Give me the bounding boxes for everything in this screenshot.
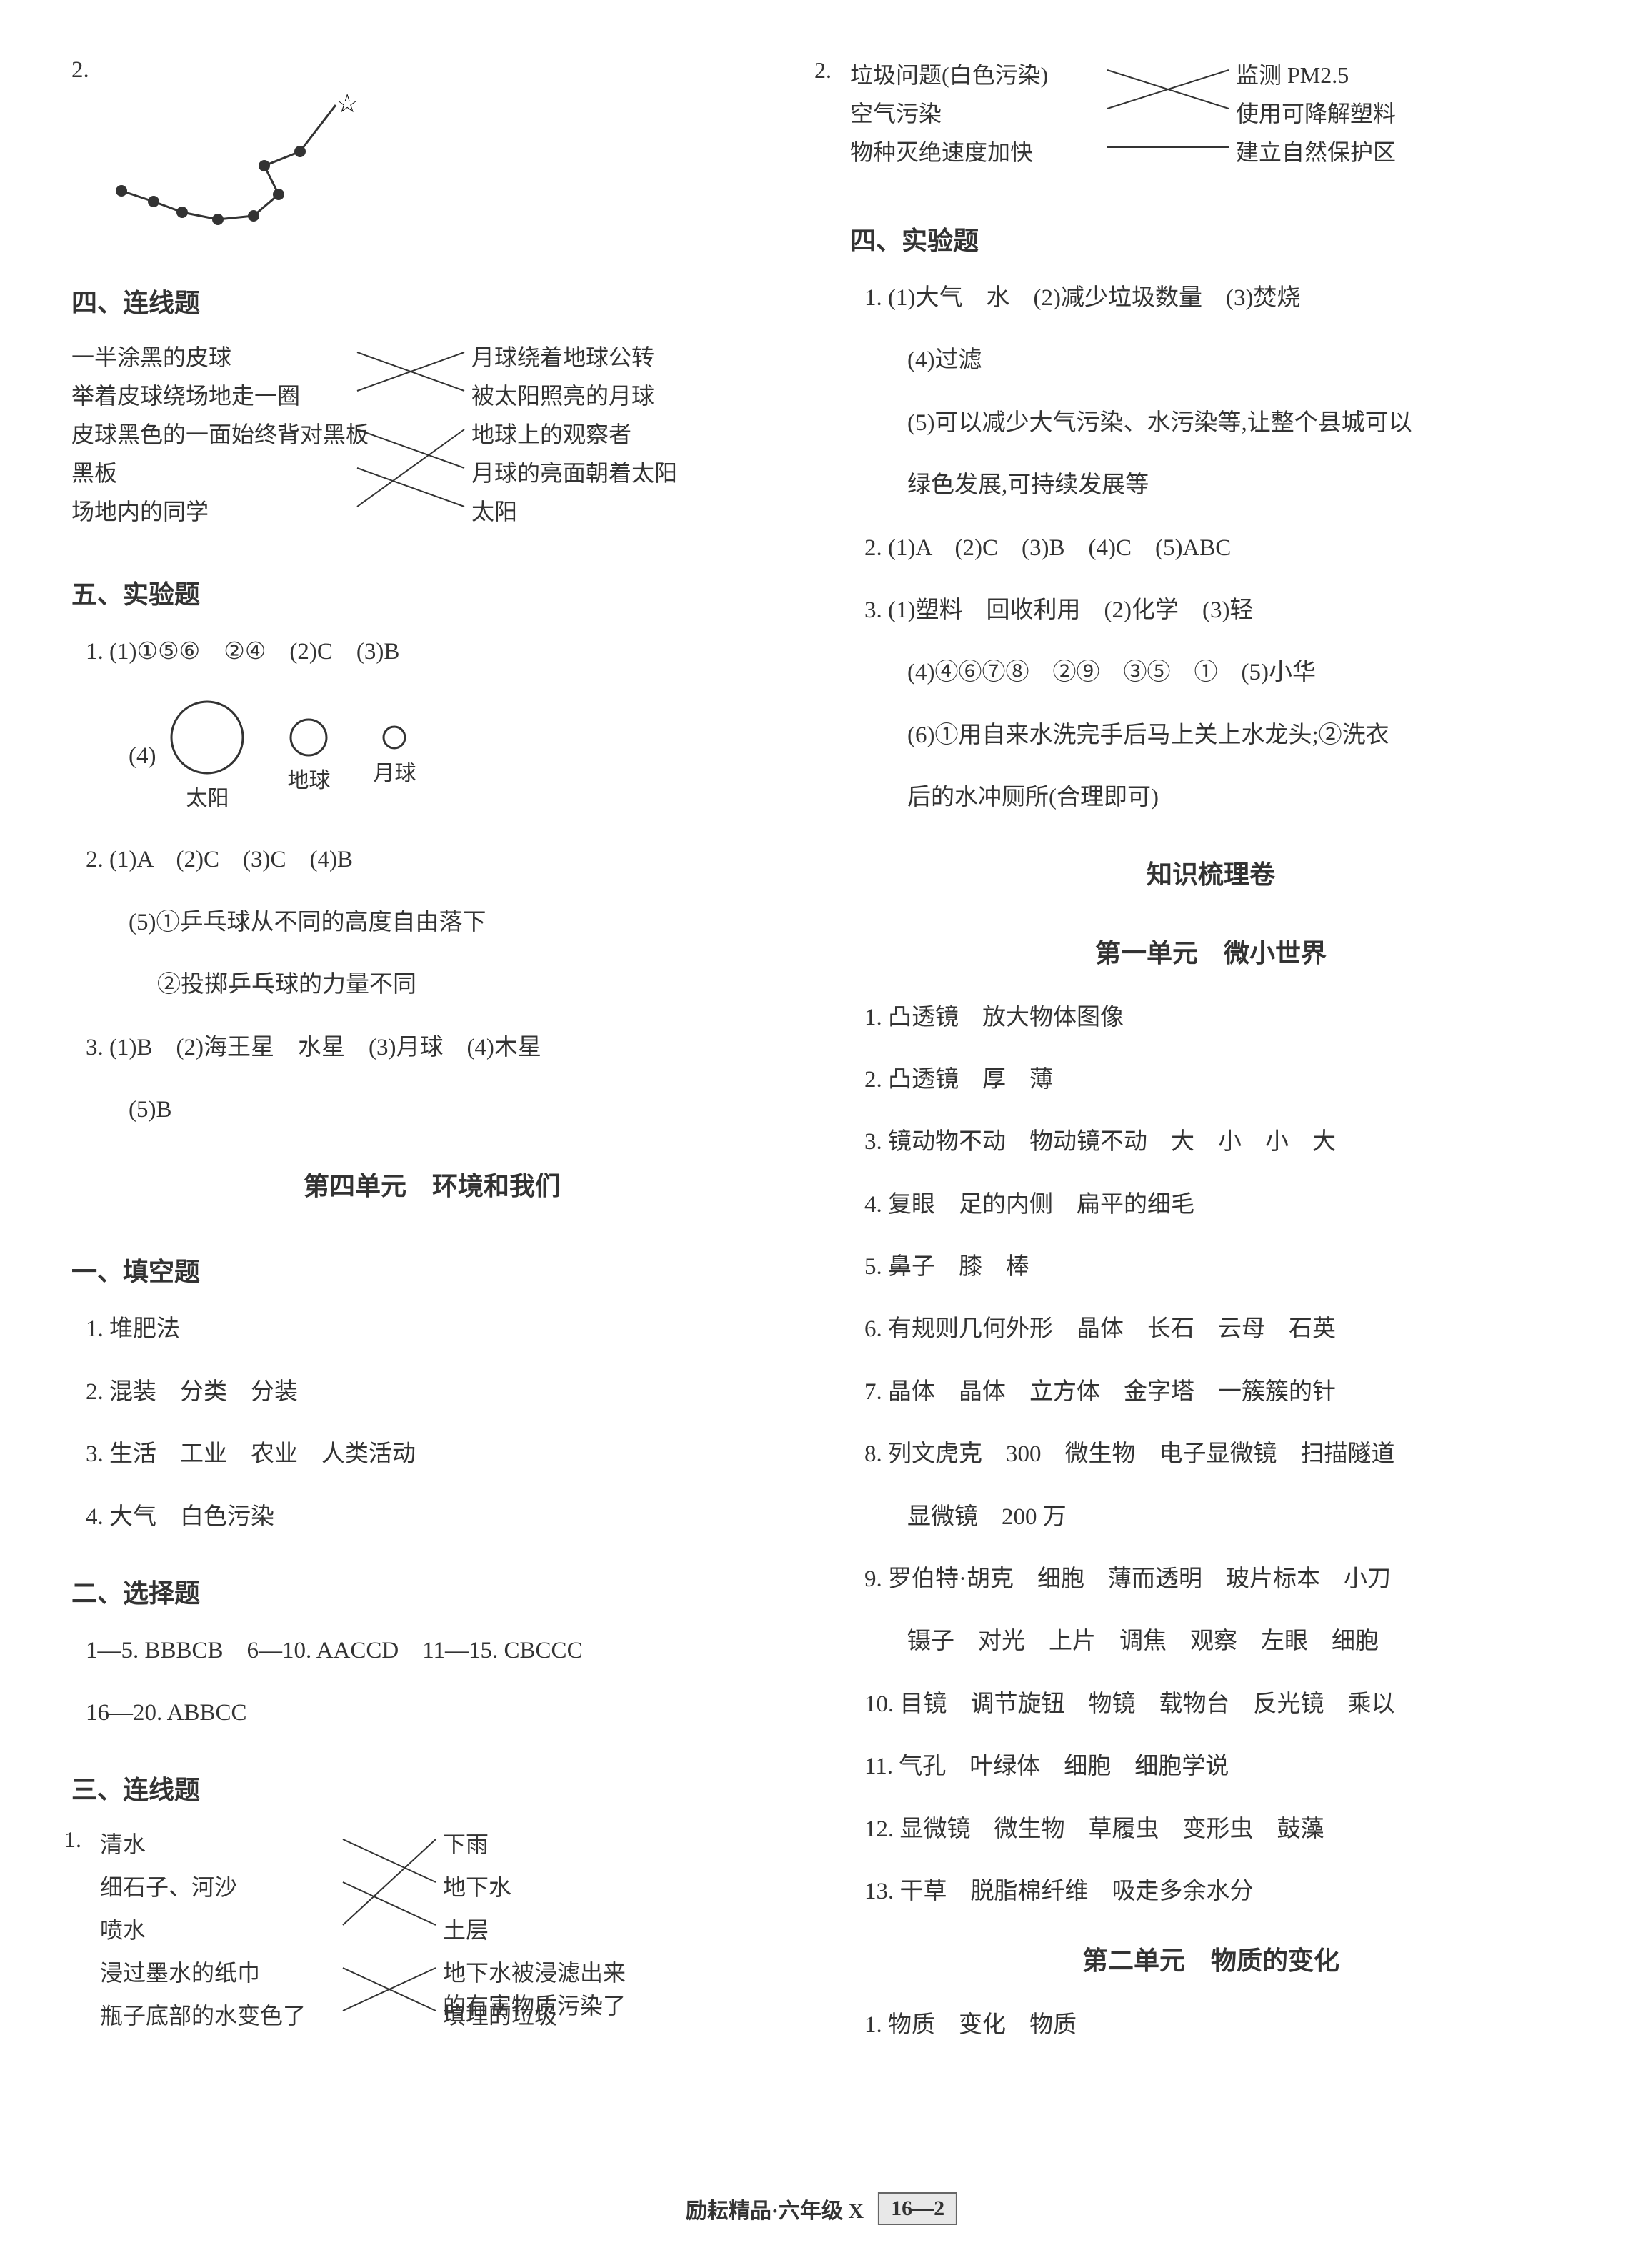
s5-q1: 1. (1)①⑤⑥ ②④ (2)C (3)B	[71, 631, 793, 673]
u1-5: 5. 鼻子 膝 棒	[850, 1246, 1572, 1288]
section5-header: 五、实验题	[71, 574, 793, 611]
u1-8a: 8. 列文虎克 300 微生物 电子显微镜 扫描隧道	[850, 1433, 1572, 1476]
s5-q1-4: (4)	[71, 735, 156, 777]
star-diagram: ☆	[100, 91, 386, 248]
r-s4-3a: 3. (1)塑料 回收利用 (2)化学 (3)轻	[850, 590, 1572, 632]
unit1-title: 第一单元 微小世界	[850, 932, 1572, 970]
circle-label: 月球	[373, 755, 416, 787]
s5-q2-5b: ②投掷乒乓球的力量不同	[71, 964, 793, 1006]
left-column: 2. ☆ 四、连线题 一半涂黑的皮球举着皮球绕场地走一圈皮球黑色的一面始终背对黑…	[71, 57, 793, 2211]
match-left-item: 喷水	[100, 1912, 146, 1945]
u1-2: 2. 凸透镜 厚 薄	[850, 1059, 1572, 1101]
s5-q2-5a: (5)①乒乓球从不同的高度自由落下	[71, 902, 793, 944]
match-right-item: 填埋的垃圾	[443, 1998, 557, 2031]
u4-s2-1: 1—5. BBBCB 6—10. AACCD 11—15. CBCCC	[71, 1630, 793, 1672]
r-s4-1d: 绿色发展,可持续发展等	[850, 464, 1572, 507]
u1-10: 10. 目镜 调节旋钮 物镜 载物台 反光镜 乘以	[850, 1683, 1572, 1726]
r-s4-1a: 1. (1)大气 水 (2)减少垃圾数量 (3)焚烧	[850, 277, 1572, 319]
s5-q3-5: (5)B	[71, 1089, 793, 1131]
footer-page-box: 16—2	[878, 2192, 957, 2225]
r-s4-header: 四、实验题	[850, 220, 1572, 257]
page-footer: 励耘精品·六年级 X 16—2	[686, 2192, 957, 2225]
match-left-item: 瓶子底部的水变色了	[100, 1998, 306, 2031]
match-right-item: 土层	[443, 1912, 489, 1945]
right-column: 2.垃圾问题(白色污染)空气污染物种灭绝速度加快监测 PM2.5使用可降解塑料建…	[850, 57, 1572, 2211]
match-right-item: 月球绕着地球公转	[471, 339, 654, 372]
u1-12: 12. 显微镜 微生物 草履虫 变形虫 鼓藻	[850, 1809, 1572, 1851]
section4-header: 四、连线题	[71, 282, 793, 319]
matching-diagram-2: 1.清水细石子、河沙喷水浸过墨水的纸巾瓶子底部的水变色了下雨地下水土层地下水被浸…	[100, 1826, 793, 2069]
u1-9b: 镊子 对光 上片 调焦 观察 左眼 细胞	[850, 1621, 1572, 1663]
match-left-item: 空气污染	[850, 96, 942, 129]
u1-9a: 9. 罗伯特·胡克 细胞 薄而透明 玻片标本 小刀	[850, 1558, 1572, 1601]
match-left-item: 黑板	[71, 455, 117, 488]
u4-s2-header: 二、选择题	[71, 1573, 793, 1610]
match-left-item: 举着皮球绕场地走一圈	[71, 378, 300, 411]
u1-7: 7. 晶体 晶体 立方体 金字塔 一簇簇的针	[850, 1371, 1572, 1413]
match-left-item: 皮球黑色的一面始终背对黑板	[71, 417, 369, 449]
unit4-title: 第四单元 环境和我们	[71, 1165, 793, 1203]
r-s4-1c: (5)可以减少大气污染、水污染等,让整个县城可以	[850, 402, 1572, 444]
circle-label: 地球	[287, 762, 330, 794]
u4-s2-2: 16—20. ABBCC	[71, 1692, 793, 1734]
q2-container: 2. ☆	[71, 57, 793, 248]
r-s4-3b: (4)④⑥⑦⑧ ②⑨ ③⑤ ① (5)小华	[850, 652, 1572, 694]
r-s4-3c: (6)①用自来水洗完手后马上关上水龙头;②洗衣	[850, 715, 1572, 757]
footer-text1: 励耘精品·六年级 X	[686, 2193, 864, 2224]
circles-row: 太阳 地球 月球	[156, 700, 416, 812]
match-right-item: 地下水	[443, 1869, 511, 1902]
match-right-item: 建立自然保护区	[1236, 134, 1396, 167]
u1-11: 11. 气孔 叶绿体 细胞 细胞学说	[850, 1746, 1572, 1788]
u1-1: 1. 凸透镜 放大物体图像	[850, 997, 1572, 1039]
circle-label: 太阳	[186, 780, 229, 812]
match-left-item: 场地内的同学	[71, 494, 209, 527]
match-right-item: 太阳	[471, 494, 517, 527]
u4-s3-header: 三、连线题	[71, 1769, 793, 1806]
r-s4-1b: (4)过滤	[850, 339, 1572, 382]
u4-s1-4: 4. 大气 白色污染	[71, 1496, 793, 1538]
u1-8b: 显微镜 200 万	[850, 1496, 1572, 1538]
u4-s1-3: 3. 生活 工业 农业 人类活动	[71, 1433, 793, 1476]
u1-13: 13. 干草 脱脂棉纤维 吸走多余水分	[850, 1871, 1572, 1913]
r-s4-3d: 后的水冲厕所(合理即可)	[850, 777, 1572, 819]
match-left-item: 清水	[100, 1826, 146, 1859]
u1-3: 3. 镜动物不动 物动镜不动 大 小 小 大	[850, 1121, 1572, 1163]
match-left-item: 一半涂黑的皮球	[71, 339, 231, 372]
unit2-title: 第二单元 物质的变化	[850, 1940, 1572, 1977]
s5-q2: 2. (1)A (2)C (3)C (4)B	[71, 839, 793, 881]
r-s4-2: 2. (1)A (2)C (3)B (4)C (5)ABC	[850, 527, 1572, 570]
match-right-item: 被太阳照亮的月球	[471, 378, 654, 411]
match-right-item: 下雨	[443, 1826, 489, 1859]
u4-s1-header: 一、填空题	[71, 1251, 793, 1288]
u4-s1-2: 2. 混装 分类 分装	[71, 1371, 793, 1413]
u4-s1-1: 1. 堆肥法	[71, 1308, 793, 1351]
matching-diagram-3: 2.垃圾问题(白色污染)空气污染物种灭绝速度加快监测 PM2.5使用可降解塑料建…	[850, 57, 1572, 186]
match-right-item: 地球上的观察者	[471, 417, 631, 449]
s5-q3: 3. (1)B (2)海王星 水星 (3)月球 (4)木星	[71, 1027, 793, 1069]
matching-diagram-1: 一半涂黑的皮球举着皮球绕场地走一圈皮球黑色的一面始终背对黑板黑板场地内的同学 月球…	[71, 339, 793, 539]
match-left-item: 浸过墨水的纸巾	[100, 1955, 260, 1988]
match-left-item: 垃圾问题(白色污染)	[850, 57, 1048, 90]
match-left-item: 物种灭绝速度加快	[850, 134, 1033, 167]
u1-4: 4. 复眼 足的内侧 扁平的细毛	[850, 1184, 1572, 1226]
svg-text:☆: ☆	[336, 91, 359, 118]
match-left-item: 细石子、河沙	[100, 1869, 237, 1902]
u1-6: 6. 有规则几何外形 晶体 长石 云母 石英	[850, 1308, 1572, 1351]
match-right-item: 月球的亮面朝着太阳	[471, 455, 677, 488]
u2-1: 1. 物质 变化 物质	[850, 2004, 1572, 2046]
review-title: 知识梳理卷	[850, 854, 1572, 891]
match-right-item: 使用可降解塑料	[1236, 96, 1396, 129]
match-right-item: 监测 PM2.5	[1236, 57, 1349, 90]
q2-label: 2.	[71, 57, 793, 84]
